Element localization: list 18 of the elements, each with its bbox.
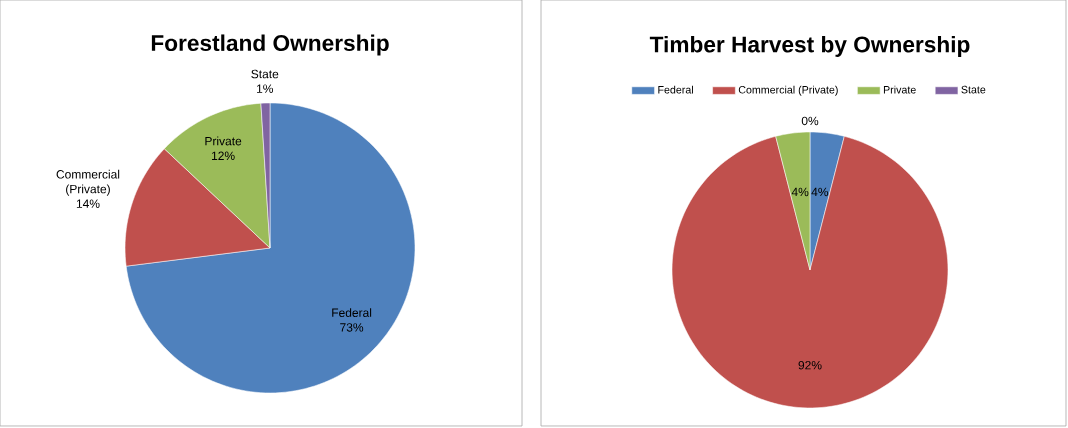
slice-label: Commercial (Private) — [56, 169, 120, 196]
legend-label: Federal — [658, 85, 693, 94]
legend-label: State — [961, 85, 986, 94]
slice-label: Federal — [332, 308, 372, 317]
data-label: 92% — [798, 360, 822, 370]
data-label: 4% — [791, 187, 809, 197]
data-label: 12% — [212, 151, 235, 160]
slice-label: Private — [205, 136, 242, 146]
chart-title: Timber Harvest by Ownership — [649, 35, 970, 57]
slice-label: State — [251, 69, 279, 79]
chart-title: Forestland Ownership — [151, 34, 389, 56]
legend-label: Commercial (Private) — [738, 85, 838, 96]
data-label: 14% — [76, 199, 100, 208]
data-label: 4% — [811, 187, 829, 197]
legend-label: Private — [883, 85, 916, 94]
data-label: 1% — [257, 84, 274, 93]
data-label: 73% — [340, 323, 364, 332]
text: 0% — [801, 116, 819, 126]
